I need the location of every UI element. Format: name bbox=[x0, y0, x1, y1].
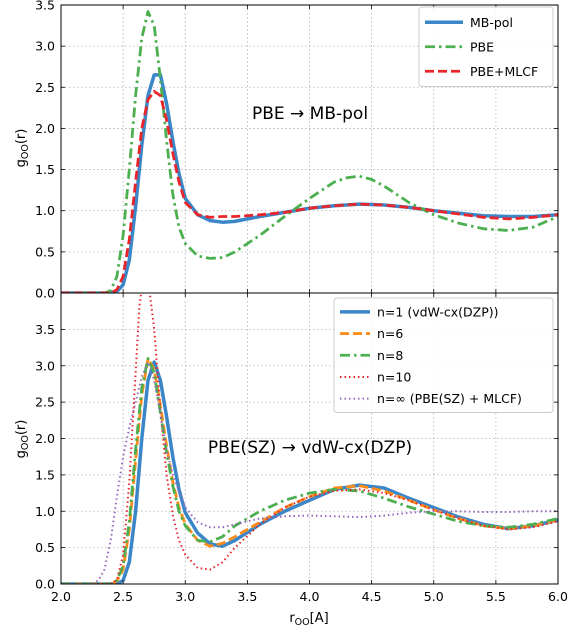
bottom-panel: 2.0 2.5 3.0 3.5 4.0 4.5 5.0 5.5 6.0 0.0 0.5 1.0 1.5 2… bbox=[14, 292, 568, 604]
series-line-n-1-vdw-cx-dzp bbox=[61, 360, 558, 584]
x-tick-label: 6.0 bbox=[548, 589, 568, 604]
legend-label-n-pbe-sz-mlcf: n=∞ (PBE(SZ) + MLCF) bbox=[377, 391, 522, 406]
y-tick-label: 0.0 bbox=[35, 577, 55, 592]
plot-frame bbox=[60, 292, 559, 585]
x-tick-label: 3.5 bbox=[237, 589, 257, 604]
y-tick-label: 2.0 bbox=[35, 121, 55, 136]
legend-box bbox=[333, 297, 554, 413]
y-tick-label: 0.5 bbox=[35, 540, 55, 555]
y-tick-label: 2.5 bbox=[35, 395, 55, 410]
series-line-pbe bbox=[61, 10, 558, 293]
y-tick-label: 2.5 bbox=[35, 80, 55, 95]
y-tick-label: 1.5 bbox=[35, 162, 55, 177]
x-tick-label: 5.0 bbox=[424, 589, 444, 604]
bottom-panel-legend: n=1 (vdW-cx(DZP)) n=6 n=8 n=10 n=∞ (PBE(SZ) … bbox=[333, 297, 554, 413]
legend-label-n-8: n=8 bbox=[377, 348, 403, 363]
y-tick-label: 0.0 bbox=[35, 286, 55, 301]
x-tick-label: 5.5 bbox=[486, 589, 506, 604]
y-tick-label: 1.0 bbox=[35, 203, 55, 218]
legend-box bbox=[418, 6, 554, 87]
top-panel: 0.0 0.5 1.0 1.5 2.0 2.5 3.0 3.5 PBE → MB-pol MB… bbox=[14, 0, 559, 301]
legend-label-n-6: n=6 bbox=[377, 326, 403, 341]
top-panel-series-lines bbox=[61, 10, 558, 293]
top-panel-ticks: 0.0 0.5 1.0 1.5 2.0 2.5 3.0 3.5 bbox=[35, 0, 559, 301]
legend-label-n-1-vdw-cx-dzp: n=1 (vdW-cx(DZP)) bbox=[377, 304, 499, 319]
y-tick-label: 3.5 bbox=[35, 0, 55, 13]
legend-label-mb-pol: MB-pol bbox=[470, 15, 513, 30]
legend-label-pbe: PBE bbox=[470, 39, 494, 54]
series-line-n-10 bbox=[61, 293, 558, 584]
top-panel-legend: MB-pol PBE PBE+MLCF bbox=[418, 6, 554, 87]
series-line-n-pbe-sz-mlcf bbox=[61, 361, 558, 584]
x-tick-label: 4.0 bbox=[300, 589, 320, 604]
bottom-panel-series-lines bbox=[61, 293, 558, 584]
series-line-n-8 bbox=[61, 357, 558, 584]
x-tick-label: 4.5 bbox=[362, 589, 382, 604]
y-tick-label: 3.5 bbox=[35, 322, 55, 337]
bottom-panel-ticks: 2.0 2.5 3.0 3.5 4.0 4.5 5.0 5.5 6.0 0.0 0.5 1.0 1.5 2… bbox=[35, 293, 568, 604]
x-tick-label: 3.0 bbox=[175, 589, 195, 604]
y-tick-label: 2.0 bbox=[35, 431, 55, 446]
y-tick-label: 3.0 bbox=[35, 39, 55, 54]
y-tick-label: 0.5 bbox=[35, 244, 55, 259]
x-tick-label: 2.0 bbox=[51, 589, 71, 604]
y-tick-label: 1.0 bbox=[35, 504, 55, 519]
series-line-pbe-mlcf bbox=[61, 90, 558, 293]
legend-label-n-10: n=10 bbox=[377, 369, 411, 384]
y-tick-label: 1.5 bbox=[35, 467, 55, 482]
y-tick-label: 3.0 bbox=[35, 358, 55, 373]
top-panel-annotation: PBE → MB-pol bbox=[252, 104, 368, 124]
legend-label-pbe-mlcf: PBE+MLCF bbox=[470, 64, 538, 79]
bottom-panel-annotation: PBE(SZ) → vdW-cx(DZP) bbox=[208, 438, 412, 458]
x-tick-label: 2.5 bbox=[113, 589, 133, 604]
